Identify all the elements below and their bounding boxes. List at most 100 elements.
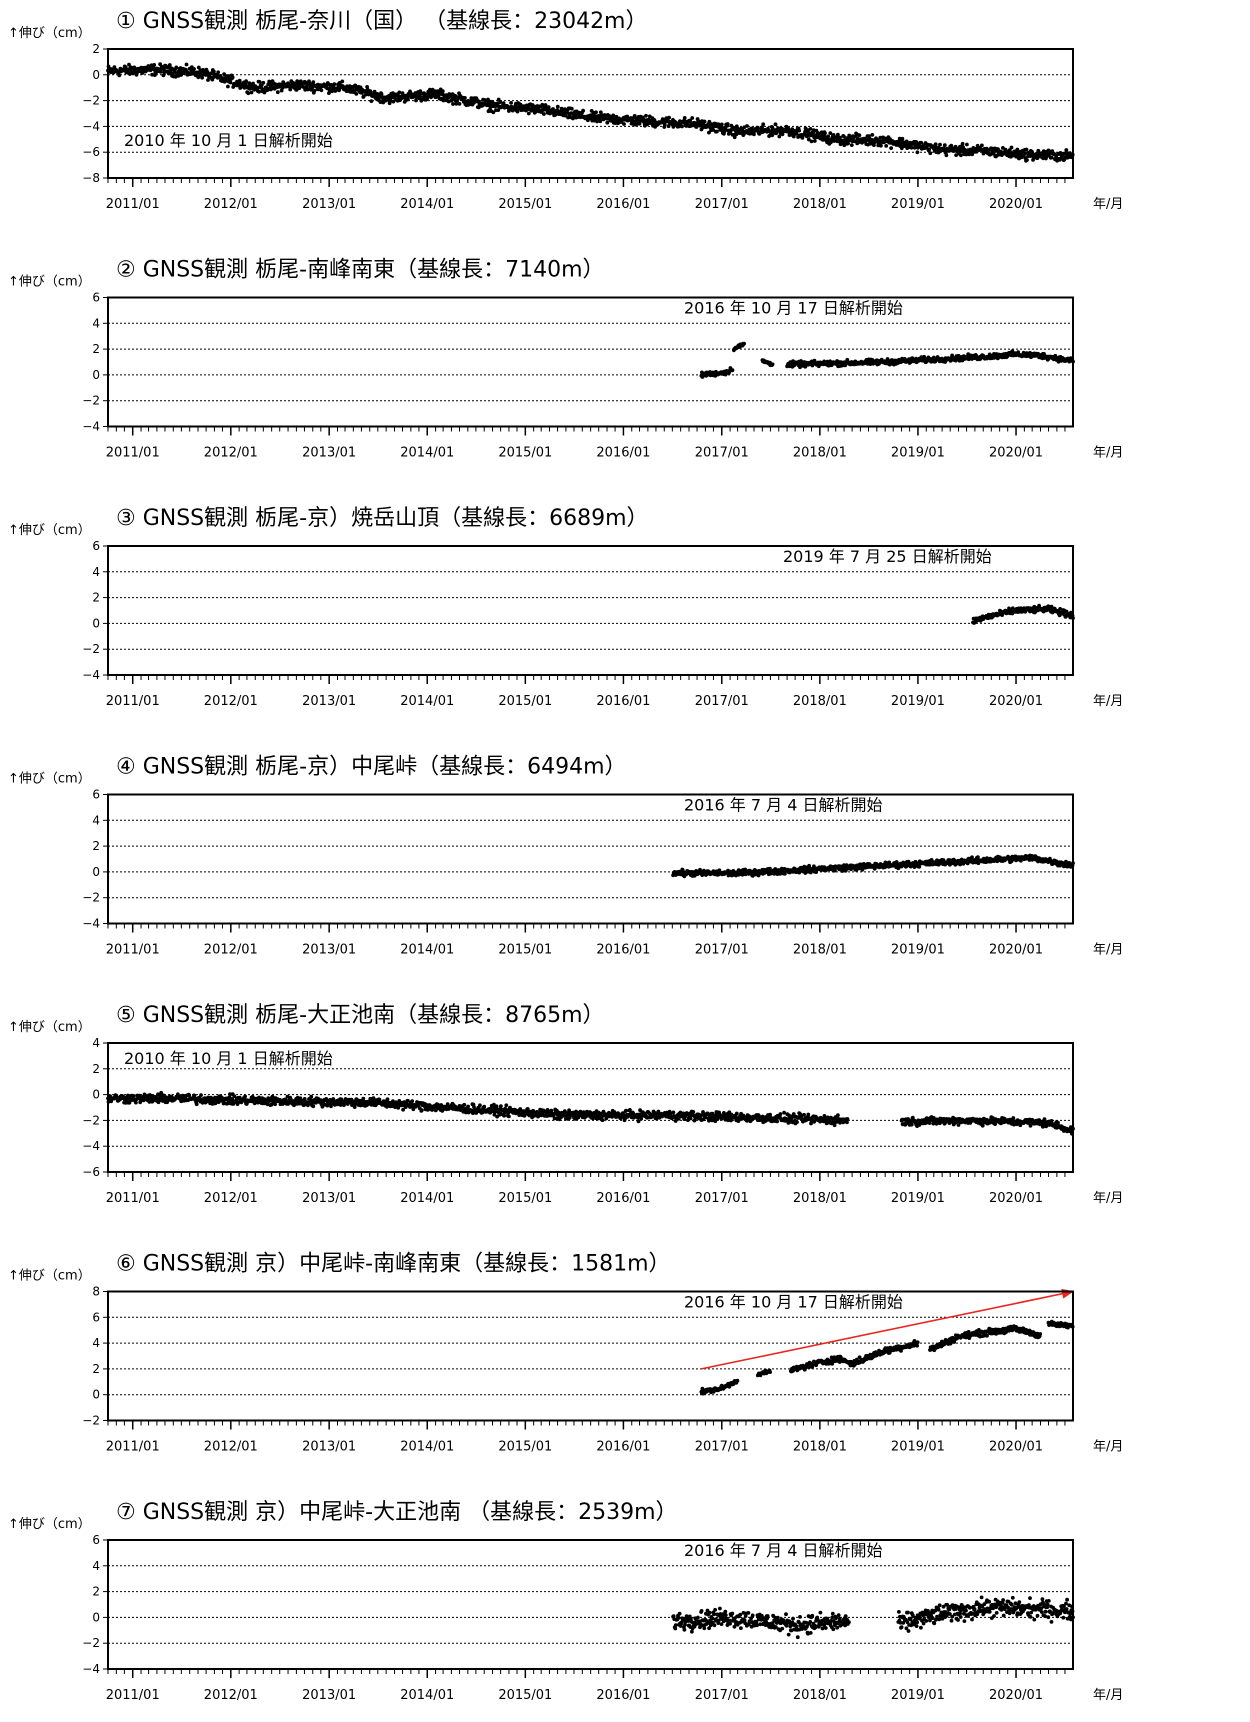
data-point bbox=[152, 63, 157, 67]
y-tick-label: −2 bbox=[82, 1113, 100, 1127]
x-tick-label: 2014/01 bbox=[400, 943, 454, 958]
data-point bbox=[340, 79, 345, 84]
data-point bbox=[755, 125, 760, 130]
data-point bbox=[228, 80, 233, 85]
x-tick-label: 2018/01 bbox=[793, 694, 847, 709]
data-point bbox=[466, 1104, 470, 1109]
data-point bbox=[992, 149, 997, 154]
data-point bbox=[569, 106, 574, 111]
data-point bbox=[752, 132, 756, 137]
data-point bbox=[915, 150, 920, 155]
data-point bbox=[581, 108, 585, 113]
x-tick-label: 2020/01 bbox=[989, 1191, 1043, 1206]
data-point bbox=[632, 114, 637, 118]
data-point bbox=[117, 73, 122, 78]
y-tick-label: −4 bbox=[82, 420, 100, 434]
data-point bbox=[199, 1093, 203, 1097]
data-point bbox=[406, 97, 410, 102]
x-tick-label: 2017/01 bbox=[695, 446, 749, 461]
data-point bbox=[1064, 148, 1069, 152]
data-point bbox=[808, 870, 813, 875]
data-point bbox=[230, 75, 235, 80]
data-point bbox=[463, 96, 467, 100]
data-point bbox=[251, 81, 256, 86]
y-tick-label: −2 bbox=[82, 642, 100, 656]
data-point bbox=[809, 139, 814, 144]
data-point bbox=[970, 152, 975, 157]
data-point bbox=[938, 142, 942, 147]
data-point bbox=[783, 871, 787, 876]
data-point bbox=[498, 100, 503, 104]
data-point bbox=[158, 70, 163, 74]
data-point bbox=[309, 1094, 314, 1099]
chart-title: ③ GNSS観測 栃尾-京）焼岳山頂（基線長：6689m） bbox=[116, 506, 649, 531]
data-point bbox=[275, 90, 280, 95]
data-point bbox=[872, 143, 876, 148]
data-point bbox=[162, 67, 166, 72]
x-tick-label: 2017/01 bbox=[695, 943, 749, 958]
x-tick-label: 2012/01 bbox=[204, 197, 258, 212]
y-tick-label: 0 bbox=[92, 1088, 100, 1102]
data-point bbox=[184, 62, 189, 67]
x-tick-label: 2011/01 bbox=[106, 1191, 160, 1206]
x-tick-label: 2015/01 bbox=[498, 1191, 552, 1206]
data-point bbox=[1015, 147, 1020, 152]
x-tick-label: 2012/01 bbox=[204, 694, 258, 709]
y-tick-label: −4 bbox=[82, 1139, 100, 1153]
x-tick-label: 2011/01 bbox=[106, 694, 160, 709]
data-point bbox=[1064, 609, 1069, 614]
data-point bbox=[212, 69, 216, 74]
data-point bbox=[688, 118, 692, 123]
data-point bbox=[942, 143, 947, 148]
y-tick-label: −8 bbox=[82, 171, 100, 185]
data-point bbox=[860, 867, 865, 872]
analysis-start-annotation: 2016 年 7 月 4 日解析開始 bbox=[684, 796, 883, 815]
y-tick-label: −4 bbox=[82, 119, 100, 133]
y-tick-label: 6 bbox=[92, 788, 100, 802]
y-tick-label: 6 bbox=[92, 539, 100, 553]
y-axis-label: ↑伸び（cm） bbox=[8, 1020, 91, 1035]
x-tick-label: 2017/01 bbox=[695, 197, 749, 212]
data-point bbox=[319, 88, 324, 93]
x-tick-label: 2014/01 bbox=[400, 694, 454, 709]
data-point bbox=[244, 79, 249, 84]
data-point bbox=[410, 1099, 415, 1103]
data-point bbox=[167, 63, 172, 67]
data-point bbox=[831, 133, 836, 137]
x-tick-label: 2014/01 bbox=[400, 446, 454, 461]
y-axis-label: ↑伸び（cm） bbox=[8, 523, 91, 538]
data-point bbox=[131, 1093, 136, 1098]
data-point bbox=[436, 93, 441, 98]
plot-frame bbox=[107, 545, 1074, 676]
data-point bbox=[797, 870, 802, 875]
data-point bbox=[257, 80, 262, 84]
x-tick-label: 2016/01 bbox=[596, 197, 650, 212]
chart-panel-2: ② GNSS観測 栃尾-南峰南東（基線長：7140m） ↑伸び（cm）6 4 2 0 −2… bbox=[8, 258, 1123, 461]
data-point bbox=[919, 140, 924, 145]
data-point bbox=[819, 130, 824, 135]
data-point bbox=[900, 136, 905, 141]
data-point bbox=[1049, 155, 1054, 160]
data-point bbox=[478, 1103, 482, 1108]
y-tick-label: 2 bbox=[92, 342, 100, 356]
data-point bbox=[690, 116, 695, 120]
data-point bbox=[828, 131, 833, 136]
data-series bbox=[699, 341, 1075, 379]
x-tick-label: 2011/01 bbox=[106, 943, 160, 958]
data-point bbox=[482, 1104, 487, 1109]
data-point bbox=[894, 860, 899, 864]
data-point bbox=[1010, 349, 1015, 354]
chart-title: ② GNSS観測 栃尾-南峰南東（基線長：7140m） bbox=[116, 258, 605, 283]
data-point bbox=[808, 126, 813, 131]
data-point bbox=[849, 143, 854, 148]
data-point bbox=[216, 70, 221, 75]
data-point bbox=[730, 368, 735, 373]
chart-panel-5: ⑤ GNSS観測 栃尾-大正池南（基線長：8765m） ↑伸び（cm）4 2 0 −2 −… bbox=[8, 1003, 1123, 1206]
data-point bbox=[949, 143, 954, 148]
data-point bbox=[598, 119, 603, 124]
data-point bbox=[944, 153, 949, 158]
y-tick-label: 2 bbox=[92, 591, 100, 605]
x-axis-label: 年/月 bbox=[1093, 197, 1123, 212]
x-tick-label: 2020/01 bbox=[989, 694, 1043, 709]
data-point bbox=[496, 108, 501, 112]
